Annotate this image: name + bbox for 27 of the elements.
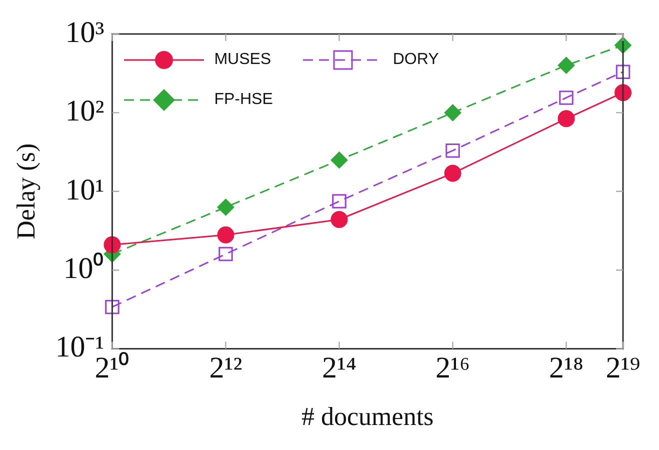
point [446,143,460,158]
y-tick-label: 10³ [65,16,104,49]
x-tick-label: 2¹⁸ [549,352,584,385]
point [105,300,120,314]
x-axis-title: # documents [302,402,434,432]
point [330,210,348,228]
x-tick-label: 2¹⁴ [322,352,356,385]
point [558,110,575,128]
legend-label: FP-HSE [214,91,273,109]
legend-label: DORY [392,51,439,69]
point [330,152,348,169]
point [217,198,234,216]
y-tick-label: 10² [65,94,104,128]
point [218,246,233,262]
point [217,226,234,244]
y-axis-title: Delay (s) [11,143,40,240]
point [444,104,462,122]
point [559,90,574,105]
x-tick-label: 2¹⁶ [436,352,470,385]
x-tick-label: 2¹⁹ [606,352,640,385]
point [444,164,462,182]
point [332,194,346,208]
y-tick-label: 10¹ [65,173,104,206]
y-tick-label: 10⁰ [63,252,104,285]
point [558,56,575,74]
legend-label: MUSES [214,51,272,69]
x-tick-label: 2¹² [209,352,242,385]
